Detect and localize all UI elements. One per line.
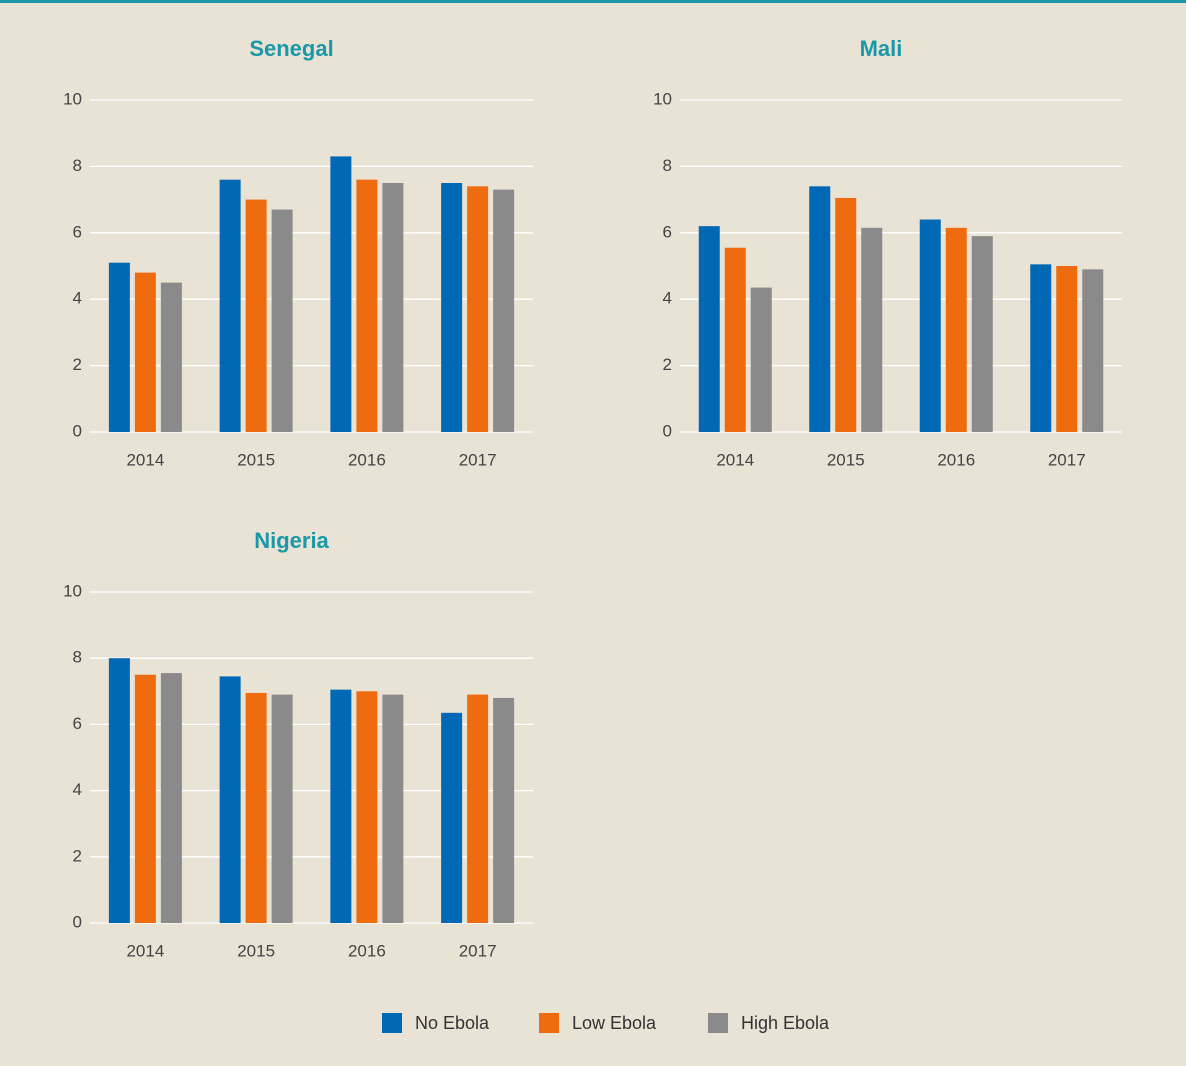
- bar: [493, 697, 515, 923]
- bar: [382, 183, 404, 432]
- bar: [1030, 264, 1052, 432]
- y-tick-label: 4: [73, 780, 82, 799]
- x-tick-label: 2015: [237, 941, 275, 960]
- bar: [467, 186, 489, 432]
- y-tick-label: 8: [73, 156, 82, 175]
- y-tick-label: 2: [663, 355, 672, 374]
- bar: [219, 179, 241, 432]
- bar: [750, 287, 772, 432]
- bar: [945, 227, 967, 432]
- chart-title: Mali: [860, 36, 903, 61]
- bar: [809, 186, 831, 432]
- x-tick-label: 2014: [716, 450, 754, 469]
- bar: [108, 262, 130, 432]
- bar: [330, 156, 352, 432]
- bar: [160, 282, 182, 432]
- bar: [919, 219, 941, 432]
- y-tick-label: 0: [73, 912, 82, 931]
- bar: [493, 189, 515, 432]
- bar: [330, 689, 352, 923]
- bar: [1056, 266, 1078, 432]
- y-tick-label: 6: [663, 222, 672, 241]
- y-tick-label: 6: [73, 222, 82, 241]
- bar: [835, 197, 857, 432]
- bar: [861, 227, 883, 432]
- bar: [698, 226, 720, 432]
- bar: [271, 694, 293, 923]
- bar: [441, 712, 463, 923]
- bar: [971, 236, 993, 432]
- bar: [467, 694, 489, 923]
- y-tick-label: 8: [73, 648, 82, 667]
- chart-title: Nigeria: [254, 528, 329, 553]
- bar: [441, 183, 463, 432]
- bar: [219, 676, 241, 923]
- bar: [356, 179, 378, 432]
- x-tick-label: 2014: [126, 941, 164, 960]
- legend-label: No Ebola: [415, 1013, 490, 1033]
- y-tick-label: 10: [63, 89, 82, 108]
- x-tick-label: 2017: [459, 941, 497, 960]
- x-tick-label: 2015: [237, 450, 275, 469]
- bar: [724, 247, 746, 432]
- bar: [245, 199, 267, 432]
- legend-swatch: [382, 1013, 402, 1033]
- y-tick-label: 2: [73, 355, 82, 374]
- x-tick-label: 2016: [348, 941, 386, 960]
- bar: [108, 658, 130, 923]
- chart-title: Senegal: [249, 36, 333, 61]
- x-tick-label: 2017: [459, 450, 497, 469]
- bar: [245, 692, 267, 923]
- y-tick-label: 0: [663, 421, 672, 440]
- x-tick-label: 2016: [348, 450, 386, 469]
- y-tick-label: 0: [73, 421, 82, 440]
- y-tick-label: 2: [73, 846, 82, 865]
- bar: [134, 272, 156, 432]
- x-tick-label: 2015: [827, 450, 865, 469]
- y-tick-label: 8: [663, 156, 672, 175]
- bar: [134, 674, 156, 923]
- y-tick-label: 4: [663, 289, 672, 308]
- x-tick-label: 2016: [937, 450, 975, 469]
- x-tick-label: 2017: [1048, 450, 1086, 469]
- legend-label: High Ebola: [741, 1013, 830, 1033]
- x-tick-label: 2014: [126, 450, 164, 469]
- bar: [271, 209, 293, 432]
- y-tick-label: 4: [73, 289, 82, 308]
- bar: [382, 694, 404, 923]
- top-rule: [0, 0, 1186, 3]
- legend-label: Low Ebola: [572, 1013, 657, 1033]
- y-tick-label: 10: [653, 89, 672, 108]
- y-tick-label: 10: [63, 581, 82, 600]
- legend-swatch: [708, 1013, 728, 1033]
- bar: [1082, 269, 1104, 432]
- y-tick-label: 6: [73, 714, 82, 733]
- legend-swatch: [539, 1013, 559, 1033]
- bar: [356, 691, 378, 923]
- bar: [160, 673, 182, 923]
